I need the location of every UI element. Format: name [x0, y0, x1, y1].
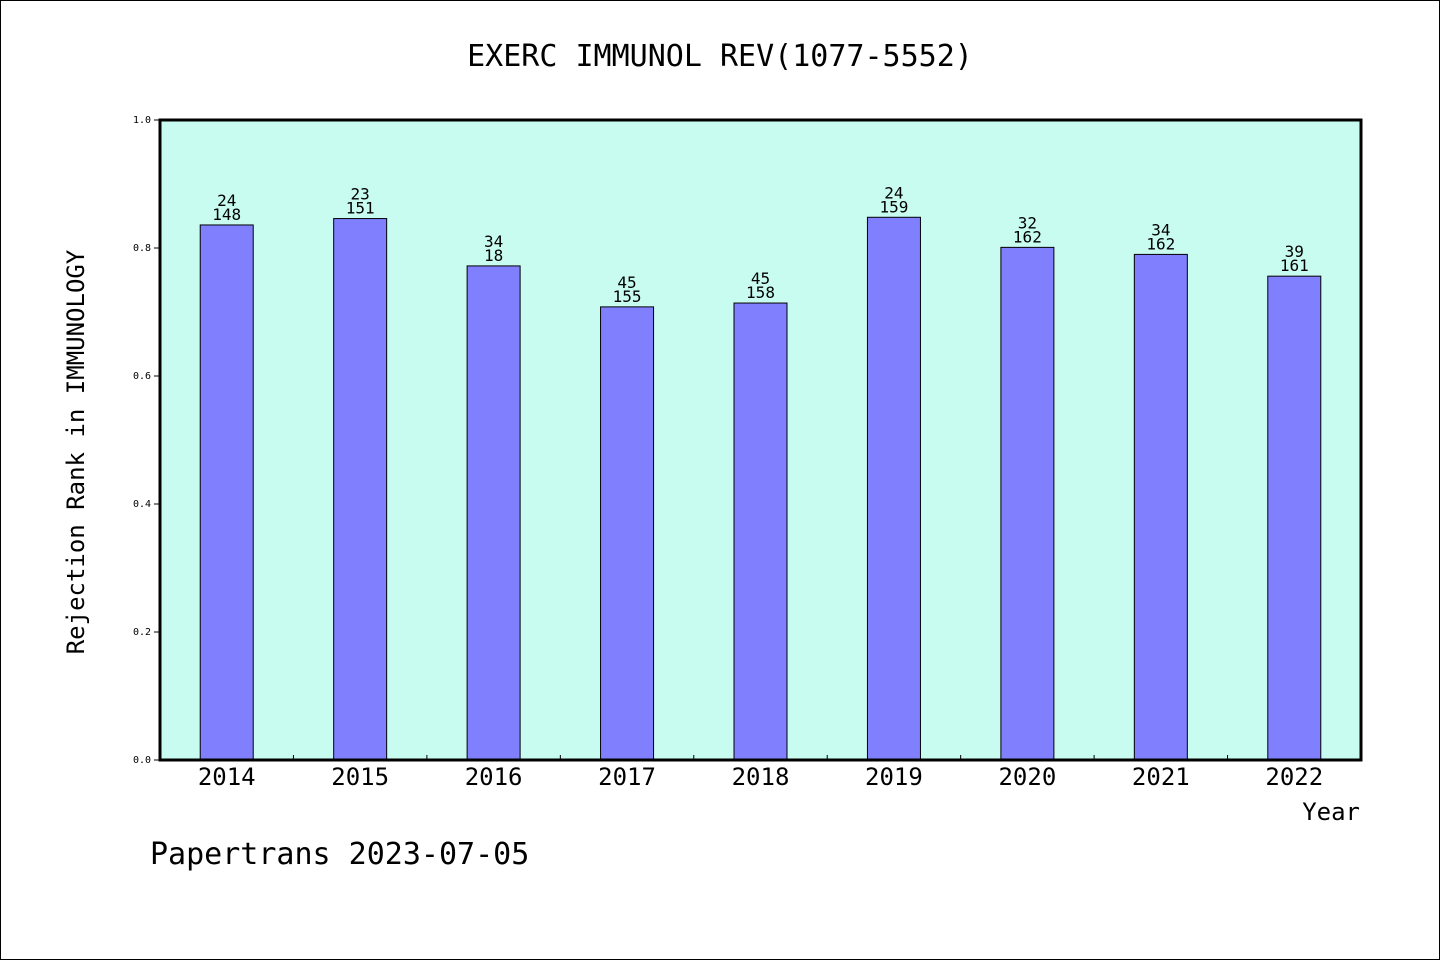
- y-tick-label-5: 1.0: [133, 115, 151, 126]
- bar-label-top-2020: 32: [1018, 213, 1037, 232]
- x-axis: 2014 2015 2016 2017 2018 2019 2020 2021 2022: [198, 755, 1323, 791]
- x-axis-label: Year: [1302, 798, 1360, 826]
- bar-label-bottom-2020: 162: [1013, 227, 1042, 246]
- bar-2019: [866, 216, 921, 761]
- x-tick-label-2019: 2019: [865, 763, 923, 791]
- x-tick-label-2022: 2022: [1265, 763, 1323, 791]
- y-axis: 0.0 0.2 0.4 0.6 0.8 1.0: [133, 115, 160, 766]
- bar-label-bottom-2017: 155: [613, 287, 642, 306]
- bar-label-bottom-2014: 148: [212, 205, 241, 224]
- bar-2018: [733, 302, 788, 761]
- bar-label-top-2015: 23: [351, 185, 370, 204]
- x-tick-label-2016: 2016: [465, 763, 523, 791]
- bar-2014: [199, 224, 254, 761]
- bar-2015: [333, 218, 388, 761]
- y-tick-label-0: 0.0: [133, 755, 151, 766]
- x-tick-label-2017: 2017: [598, 763, 656, 791]
- bar-label-bottom-2019: 159: [879, 197, 908, 216]
- bar-2017: [600, 306, 655, 761]
- y-tick-label-1: 0.2: [133, 627, 151, 638]
- bar-2022: [1267, 275, 1322, 761]
- bar-label-top-2016: 34: [484, 232, 503, 251]
- x-tick-label-2014: 2014: [198, 763, 256, 791]
- footer-text: Papertrans 2023-07-05: [150, 837, 529, 872]
- chart-title: EXERC IMMUNOL REV(1077-5552): [467, 39, 973, 74]
- bar-label-bottom-2015: 151: [346, 199, 375, 218]
- plot-border: [158, 118, 1363, 762]
- bar-label-top-2014: 24: [217, 191, 236, 210]
- bar-label-top-2017: 45: [617, 273, 636, 292]
- bars-group: [199, 216, 1322, 761]
- bar-label-top-2022: 39: [1285, 242, 1304, 261]
- y-tick-label-4: 0.8: [133, 243, 151, 254]
- y-axis-label: Rejection Rank in IMMUNOLOGY: [62, 249, 90, 654]
- bar-label-bottom-2021: 162: [1146, 234, 1175, 253]
- bar-2020: [1000, 246, 1055, 761]
- bar-label-bottom-2022: 161: [1280, 256, 1309, 275]
- y-tick-label-3: 0.6: [133, 371, 151, 382]
- x-tick-label-2018: 2018: [732, 763, 790, 791]
- bar-label-top-2019: 24: [884, 183, 903, 202]
- y-tick-label-2: 0.4: [133, 499, 151, 510]
- bar-label-top-2018: 45: [751, 269, 770, 288]
- bar-label-bottom-2016: 18: [484, 246, 503, 265]
- bar-label-bottom-2018: 158: [746, 283, 775, 302]
- x-tick-label-2021: 2021: [1132, 763, 1190, 791]
- bar-2021: [1133, 253, 1188, 761]
- x-tick-label-2020: 2020: [998, 763, 1056, 791]
- bar-2016: [466, 265, 521, 761]
- bar-label-top-2021: 34: [1151, 220, 1170, 239]
- x-tick-label-2015: 2015: [331, 763, 389, 791]
